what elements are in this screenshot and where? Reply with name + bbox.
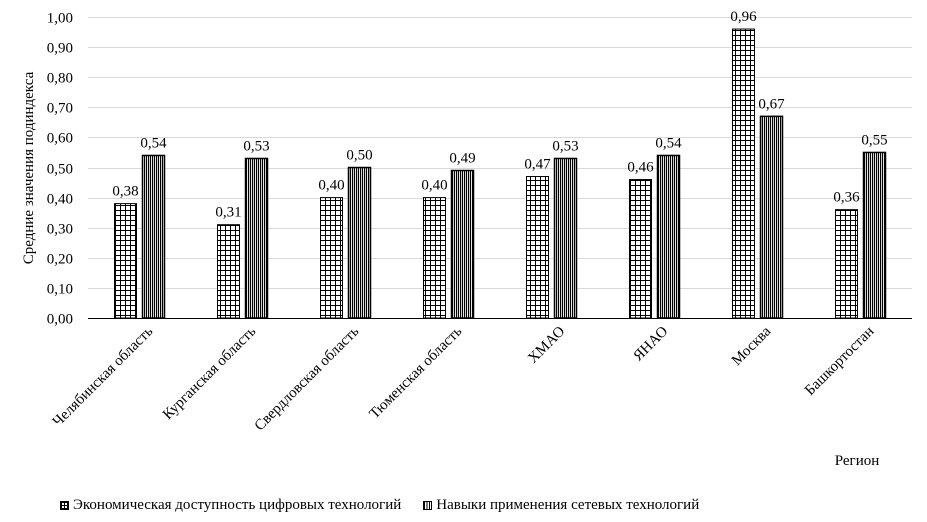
data-labels: 0,380,540,310,530,400,500,400,49 0,470,53… (112, 9, 887, 221)
y-tick-label: 0,60 (47, 131, 73, 147)
x-axis-labels: Челябинская область Курганская областьСве… (50, 323, 877, 434)
bar-economic (423, 197, 446, 319)
bar-economic (629, 179, 652, 319)
y-tick-label: 0,30 (47, 222, 73, 238)
y-axis-ticks: 0,00 0,10 0,20 0,30 0,40 0,50 0,60 0,70 0,80 0,90… (47, 11, 73, 328)
data-label: 0,38 (112, 184, 138, 200)
bar-skills (141, 154, 166, 319)
bar-economic (732, 28, 755, 319)
bar-skills (450, 169, 475, 319)
y-tick-label: 1,00 (47, 11, 73, 27)
y-axis-title: Средние значения подиндекса (21, 71, 37, 264)
y-tick-label: 0,20 (47, 252, 73, 268)
data-label: 0,40 (421, 178, 447, 194)
bar-skills (862, 151, 887, 319)
y-tick-label: 0,90 (47, 41, 73, 57)
data-label: 0,47 (524, 157, 551, 173)
x-category-label: Москва (729, 323, 775, 369)
grid-lines (88, 17, 912, 319)
bar-skills (347, 166, 372, 319)
data-label: 0,31 (215, 205, 241, 221)
y-tick-label: 0,00 (47, 312, 73, 328)
y-tick-label: 0,50 (47, 162, 73, 178)
data-label: 0,96 (730, 9, 757, 25)
legend-label-economic: Экономическая доступность цифровых техно… (73, 496, 402, 513)
bar-economic (320, 197, 343, 319)
x-category-label: Челябинская область (50, 323, 157, 430)
y-tick-label: 0,70 (47, 101, 73, 117)
y-tick-label: 0,40 (47, 192, 73, 208)
data-label: 0,54 (140, 135, 167, 151)
x-category-label: Свердловская область (252, 323, 363, 434)
bar-economic (835, 209, 858, 319)
x-category-label: Курганская область (160, 323, 260, 423)
legend-item-economic: Экономическая доступность цифровых техно… (60, 497, 401, 514)
data-label: 0,49 (449, 151, 475, 167)
x-axis-title: Регион (835, 453, 880, 469)
x-category-label: ХМАО (525, 323, 568, 366)
legend-label-skills: Навыки применения сетевых технологий (436, 496, 700, 513)
bar-skills (553, 157, 578, 319)
data-label: 0,54 (655, 135, 682, 151)
data-label: 0,40 (318, 178, 344, 194)
legend-swatch-stripes (423, 500, 433, 510)
data-label: 0,36 (833, 190, 860, 206)
x-category-label: ЯНАО (630, 323, 671, 364)
bar-skills (759, 115, 784, 319)
bar-economic (114, 203, 137, 319)
bars (114, 28, 887, 319)
x-category-label: Тюменская область (367, 323, 466, 422)
x-category-label: Башкортостан (802, 324, 877, 399)
bar-economic (526, 176, 549, 319)
data-label: 0,67 (758, 96, 785, 112)
y-tick-label: 0,10 (47, 282, 73, 298)
legend-item-skills: Навыки применения сетевых технологий (423, 497, 699, 514)
bar-skills (656, 154, 681, 319)
legend: Экономическая доступность цифровых техно… (60, 493, 920, 517)
legend-swatch-grid (60, 500, 69, 510)
data-label: 0,55 (861, 132, 887, 148)
data-label: 0,53 (243, 138, 269, 154)
bar-chart: 0,000,100,200,300,400,500,600,700,800,90… (21, 9, 912, 469)
data-label: 0,46 (627, 160, 654, 176)
data-label: 0,50 (346, 148, 372, 164)
data-label: 0,53 (552, 138, 578, 154)
bar-skills (244, 157, 269, 319)
bar-economic (217, 224, 240, 319)
y-tick-label: 0,80 (47, 71, 73, 87)
